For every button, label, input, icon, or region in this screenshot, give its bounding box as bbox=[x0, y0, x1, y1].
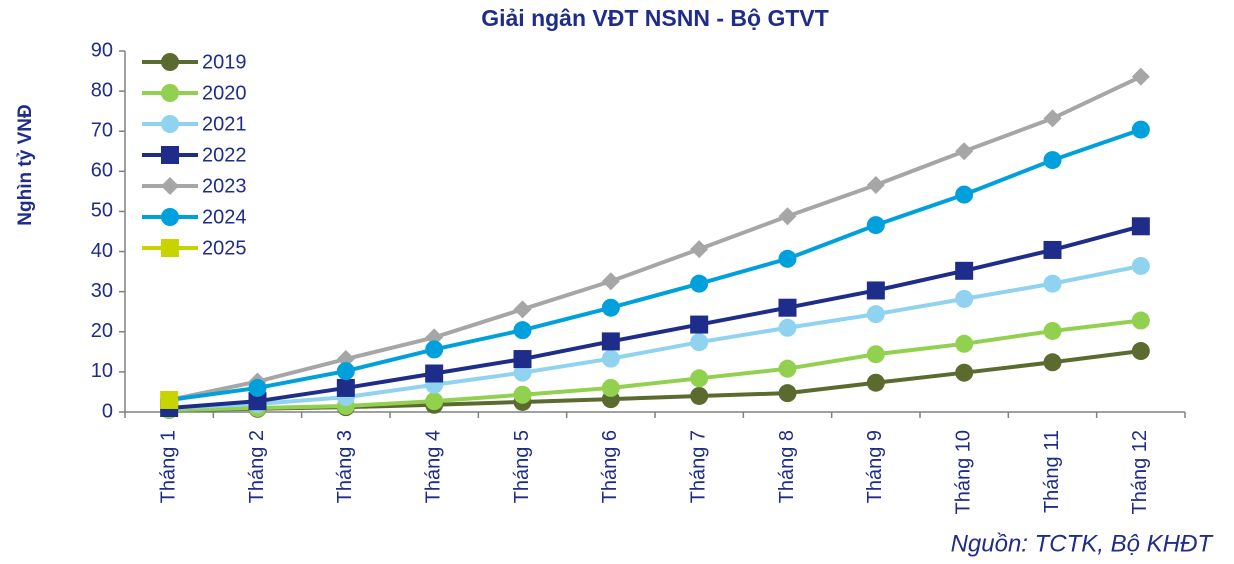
data-point bbox=[955, 334, 974, 353]
data-point bbox=[866, 175, 885, 194]
data-point bbox=[1131, 120, 1150, 139]
legend-label: 2023 bbox=[202, 175, 247, 197]
legend-marker bbox=[161, 146, 179, 164]
y-axis-label: Nghìn tỷ VNĐ bbox=[15, 104, 36, 225]
data-point bbox=[513, 350, 532, 369]
legend-marker bbox=[161, 208, 179, 226]
y-tick-label: 20 bbox=[91, 320, 113, 342]
x-tick-label: Tháng 8 bbox=[776, 430, 798, 503]
legend-label: 2020 bbox=[202, 82, 247, 104]
data-point bbox=[1043, 109, 1062, 128]
data-point bbox=[513, 363, 532, 382]
series-line bbox=[169, 318, 1142, 412]
legend-label: 2025 bbox=[202, 237, 247, 259]
data-point bbox=[690, 315, 709, 334]
data-point bbox=[425, 392, 444, 411]
data-point bbox=[248, 392, 267, 411]
data-point bbox=[1131, 217, 1150, 236]
data-point bbox=[601, 298, 620, 317]
data-point bbox=[690, 369, 709, 388]
data-point bbox=[955, 142, 974, 161]
data-point bbox=[1043, 151, 1062, 170]
data-point bbox=[778, 207, 797, 226]
legend-label: 2021 bbox=[202, 113, 247, 135]
data-point bbox=[601, 272, 620, 291]
data-point bbox=[690, 240, 709, 259]
source-note: Nguồn: TCTK, Bộ KHĐT bbox=[951, 530, 1215, 557]
data-point bbox=[160, 390, 179, 409]
y-tick-label: 60 bbox=[91, 160, 113, 182]
x-tick-label: Tháng 1 bbox=[157, 430, 179, 503]
data-point bbox=[425, 364, 444, 383]
data-point bbox=[955, 363, 974, 382]
y-tick-label: 30 bbox=[91, 280, 113, 302]
legend-label: 2022 bbox=[202, 144, 247, 166]
x-tick-label: Tháng 12 bbox=[1129, 430, 1151, 515]
legend-label: 2019 bbox=[202, 51, 247, 73]
data-point bbox=[778, 318, 797, 337]
series-line bbox=[168, 127, 1142, 402]
x-tick-label: Tháng 3 bbox=[334, 430, 356, 503]
series-line bbox=[169, 224, 1142, 410]
data-point bbox=[866, 281, 885, 300]
x-tick-label: Tháng 11 bbox=[1041, 430, 1063, 513]
data-point bbox=[690, 333, 709, 352]
y-tick-label: 0 bbox=[102, 400, 113, 422]
data-point bbox=[425, 340, 444, 359]
chart-title: Giải ngân VĐT NSNN - Bộ GTVT bbox=[481, 5, 829, 31]
data-point bbox=[1131, 311, 1150, 330]
series-line bbox=[169, 264, 1142, 410]
data-point bbox=[601, 332, 620, 351]
data-point bbox=[513, 321, 532, 340]
data-point bbox=[778, 249, 797, 268]
data-point bbox=[601, 349, 620, 368]
legend-marker bbox=[161, 177, 179, 195]
data-point bbox=[866, 305, 885, 324]
legend-label: 2024 bbox=[202, 206, 247, 228]
y-tick-label: 10 bbox=[91, 360, 113, 382]
y-tick-label: 80 bbox=[91, 79, 113, 101]
series-line bbox=[168, 74, 1142, 402]
data-point bbox=[778, 384, 797, 403]
x-tick-label: Tháng 9 bbox=[864, 430, 886, 503]
data-point bbox=[778, 298, 797, 317]
data-point bbox=[866, 216, 885, 235]
data-point bbox=[1043, 321, 1062, 340]
data-point bbox=[1043, 274, 1062, 293]
data-point bbox=[690, 274, 709, 293]
data-point bbox=[336, 362, 355, 381]
data-point bbox=[1131, 256, 1150, 275]
y-tick-label: 90 bbox=[91, 39, 113, 61]
y-tick-label: 40 bbox=[91, 240, 113, 262]
data-point bbox=[1131, 67, 1150, 86]
data-point bbox=[1043, 240, 1062, 259]
data-point bbox=[248, 378, 267, 397]
y-tick-label: 50 bbox=[91, 200, 113, 222]
y-tick-label: 70 bbox=[91, 120, 113, 142]
data-point bbox=[955, 289, 974, 308]
data-point bbox=[866, 345, 885, 364]
x-tick-label: Tháng 5 bbox=[511, 430, 533, 503]
data-point bbox=[513, 385, 532, 404]
x-tick-label: Tháng 6 bbox=[599, 430, 621, 503]
data-point bbox=[955, 261, 974, 280]
x-tick-label: Tháng 2 bbox=[246, 430, 268, 503]
data-point bbox=[336, 378, 355, 397]
data-point bbox=[866, 373, 885, 392]
data-point bbox=[690, 386, 709, 405]
data-point bbox=[955, 185, 974, 204]
data-point bbox=[778, 359, 797, 378]
data-point bbox=[513, 300, 532, 319]
data-point bbox=[601, 378, 620, 397]
x-tick-label: Tháng 7 bbox=[687, 430, 709, 503]
x-tick-label: Tháng 4 bbox=[422, 430, 444, 503]
x-tick-label: Tháng 10 bbox=[952, 430, 974, 515]
legend-marker bbox=[161, 115, 179, 133]
data-point bbox=[1043, 353, 1062, 372]
legend-marker bbox=[161, 53, 179, 71]
legend-marker bbox=[161, 84, 179, 102]
data-point bbox=[1131, 342, 1150, 361]
legend-marker bbox=[161, 239, 179, 257]
